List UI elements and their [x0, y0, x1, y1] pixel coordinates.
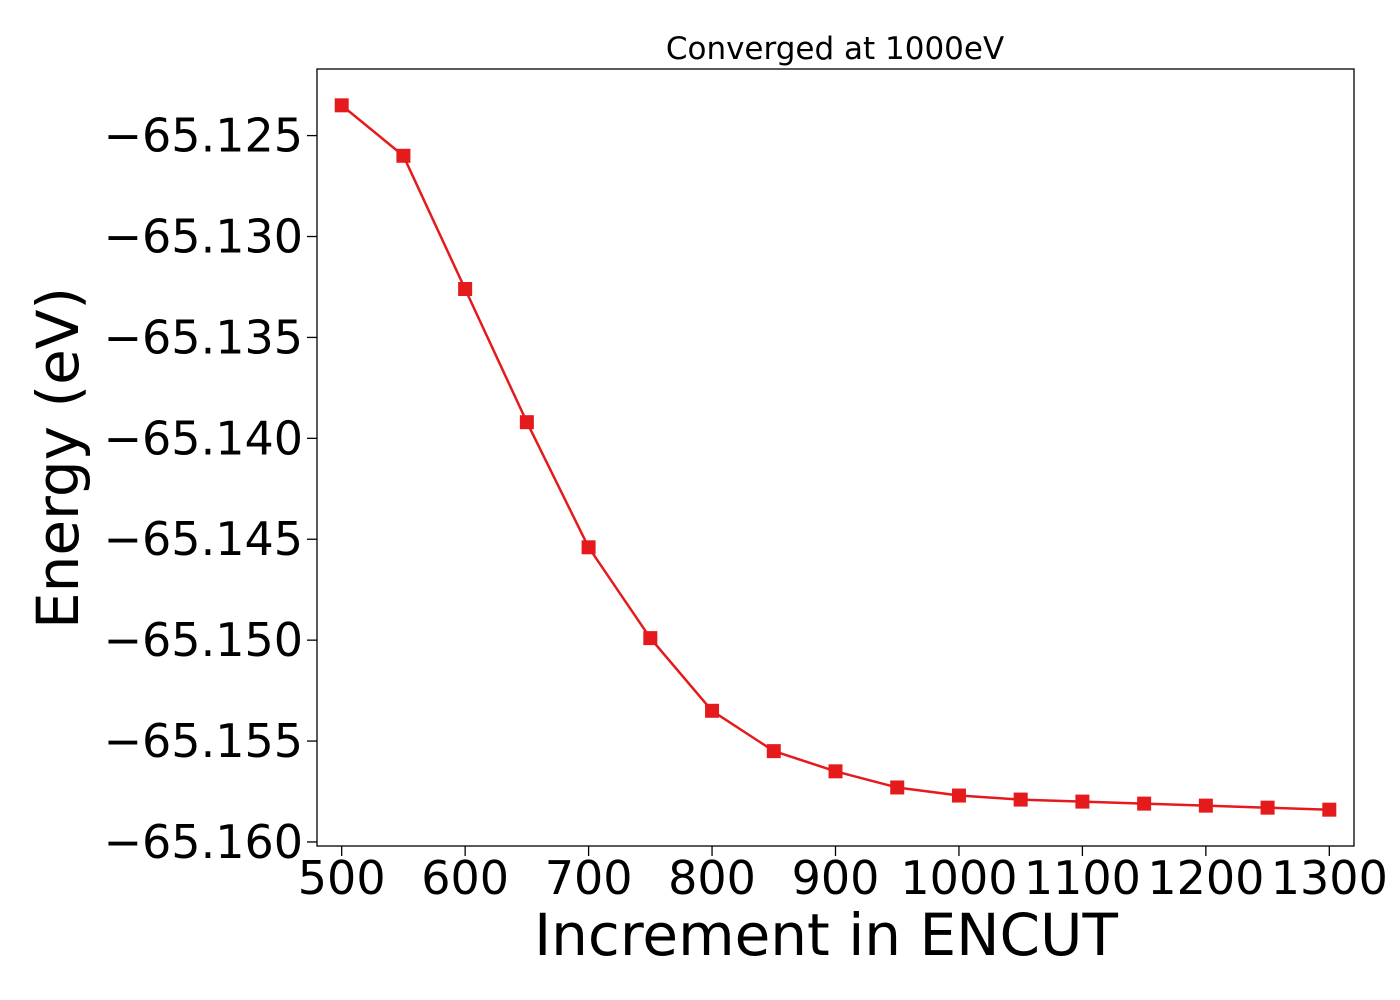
y-axis: −65.125 −65.130 −65.135 −65.140 −65.145 −65.1…	[104, 109, 317, 869]
data-point-marker	[1198, 798, 1213, 813]
data-point-marker	[519, 415, 534, 430]
y-tick-label: −65.125	[104, 109, 304, 163]
data-point-marker	[1075, 794, 1090, 809]
data-point-marker	[828, 764, 843, 779]
x-axis-label: Increment in ENCUT	[534, 901, 1118, 969]
y-tick-label: −65.135	[104, 310, 304, 364]
x-tick-label: 1300	[1271, 851, 1388, 905]
data-point-marker	[1137, 796, 1152, 811]
data-point-marker	[1013, 792, 1028, 807]
series-layer	[334, 98, 1337, 817]
y-tick-label: −65.155	[104, 714, 304, 768]
x-tick-label: 1100	[1024, 851, 1141, 905]
x-tick-label: 900	[792, 851, 880, 905]
y-tick-label: −65.160	[104, 815, 304, 869]
x-tick-label: 500	[298, 851, 386, 905]
x-tick-label: 1200	[1147, 851, 1264, 905]
data-point-marker	[334, 98, 349, 113]
x-axis: 500 600 700 800 900 1000 1100 1200 1300	[298, 846, 1388, 905]
data-point-marker	[951, 788, 966, 803]
x-tick-label: 600	[421, 851, 509, 905]
x-tick-label: 700	[545, 851, 633, 905]
data-point-marker	[705, 703, 720, 718]
data-point-marker	[643, 631, 658, 646]
y-tick-label: −65.130	[104, 210, 304, 264]
y-axis-label: Energy (eV)	[24, 287, 92, 629]
data-point-marker	[766, 744, 781, 759]
chart-title: Converged at 1000eV	[666, 31, 1004, 67]
data-point-marker	[396, 148, 411, 163]
data-point-marker	[890, 780, 905, 795]
x-tick-label: 800	[668, 851, 756, 905]
data-point-marker	[581, 540, 596, 555]
data-point-marker	[1322, 802, 1337, 817]
data-point-marker	[1260, 800, 1275, 815]
x-tick-label: 1000	[900, 851, 1017, 905]
data-point-marker	[458, 281, 473, 296]
y-tick-label: −65.150	[104, 613, 304, 667]
y-tick-label: −65.145	[104, 512, 304, 566]
y-tick-label: −65.140	[104, 411, 304, 465]
